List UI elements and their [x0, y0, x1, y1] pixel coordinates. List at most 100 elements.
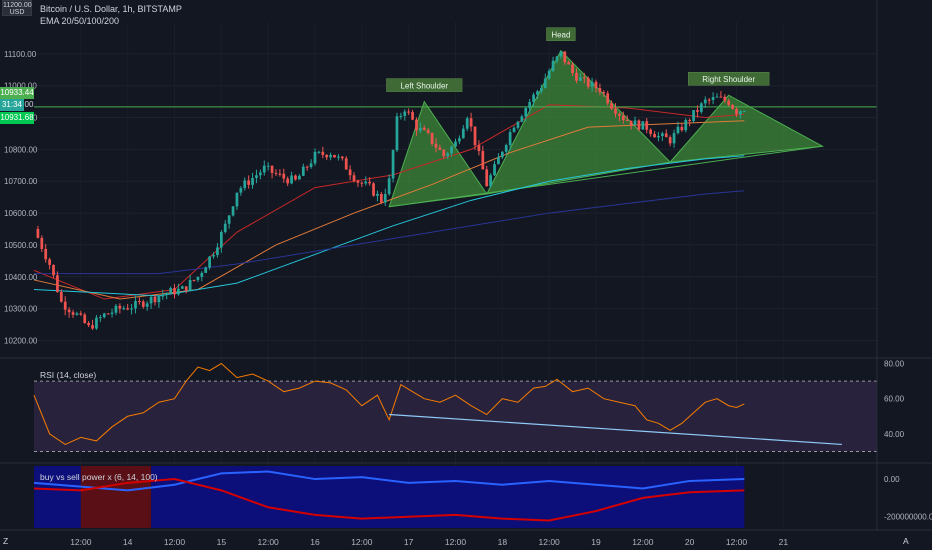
candle-down [629, 120, 633, 126]
candle-down [731, 104, 734, 109]
rsi-tick-label: 40.00 [884, 430, 905, 439]
candle-up [212, 255, 215, 257]
candle-up [739, 111, 742, 115]
grid [34, 22, 877, 528]
rsi-tick-label: 60.00 [884, 395, 905, 404]
rsi-line [33, 362, 745, 445]
candle-up [383, 194, 387, 203]
price-tick-label: 10400.00 [4, 273, 38, 282]
candle-down [575, 72, 578, 81]
annotation-right-shoulder: Right Shoulder [702, 75, 755, 84]
candle-down [434, 143, 438, 148]
currency-box[interactable]: 11200.00 USD [2, 0, 32, 16]
candle-up [266, 165, 270, 167]
candle-up [149, 296, 153, 304]
candle-up [489, 175, 492, 187]
power-line-buy [33, 470, 745, 492]
candle-up [243, 180, 247, 189]
candle-down [688, 120, 692, 122]
candle-up [500, 151, 504, 158]
timezone-icon[interactable]: Z [3, 536, 9, 546]
candle-down [727, 100, 731, 105]
candle-down [192, 279, 196, 281]
candle-down [138, 300, 141, 302]
candle-down [67, 309, 71, 313]
candle-up [660, 133, 664, 137]
power-pane [33, 466, 745, 528]
candle-up [465, 118, 469, 129]
candle-down [247, 180, 251, 185]
candle-down [485, 169, 489, 187]
candle-down [735, 108, 738, 115]
candle-down [368, 181, 372, 184]
candle-down [184, 286, 188, 291]
candle-down [141, 301, 145, 307]
candle-down [723, 96, 727, 101]
power-background-sell [80, 466, 152, 528]
candle-up [524, 108, 528, 117]
candle-up [504, 145, 508, 152]
rsi-label[interactable]: RSI (14, close) [40, 370, 97, 380]
candle-down [333, 154, 336, 158]
candle-up [579, 77, 582, 81]
candle-down [173, 288, 176, 295]
candle-up [298, 175, 301, 180]
candle-up [169, 288, 172, 293]
candle-down [426, 129, 430, 133]
candle-up [692, 110, 695, 121]
candle-up [317, 151, 321, 153]
candle-down [106, 313, 110, 315]
candle-down [118, 305, 122, 309]
time-tick-label: 14 [123, 537, 133, 547]
candle-down [668, 137, 672, 144]
price-tick-label: 10700.00 [4, 177, 38, 186]
power-line-sell [33, 478, 745, 522]
ema-lines [33, 104, 877, 300]
candle-down [48, 259, 51, 265]
price-tick-label: 10500.00 [4, 241, 38, 250]
currency-label: USD [9, 9, 25, 16]
power-background-buy [34, 466, 81, 528]
candle-down [649, 129, 653, 134]
candle-up [543, 78, 547, 89]
candle-up [337, 156, 340, 158]
candle-down [126, 308, 130, 310]
candle-down [52, 264, 55, 276]
candle-up [391, 150, 395, 179]
candle-down [645, 121, 649, 130]
candle-up [329, 154, 332, 158]
time-tick-label: 12:00 [445, 537, 467, 547]
price-tick-label: 11100.00 [4, 50, 37, 59]
candle-down [79, 313, 83, 315]
time-tick-label: 12:00 [258, 537, 280, 547]
candle-down [606, 93, 610, 104]
time-tick-label: 12:00 [351, 537, 373, 547]
candle-down [442, 149, 446, 157]
symbol-title: Bitcoin / U.S. Dollar, 1h, BITSTAMP [40, 4, 182, 14]
indicator-title[interactable]: EMA 20/50/100/200 [40, 16, 120, 26]
power-label[interactable]: buy vs sell power x (6, 14, 100) [40, 472, 158, 482]
candle-up [364, 181, 368, 184]
rsi-trendline [389, 413, 842, 446]
rsi-pane [33, 362, 877, 452]
candle-up [262, 165, 266, 173]
candle-down [372, 183, 375, 196]
price-tick-label: 10600.00 [4, 209, 38, 218]
candle-down [340, 156, 344, 159]
candle-up [219, 232, 223, 248]
candle-down [473, 126, 477, 146]
candle-down [379, 193, 383, 203]
candle-down [618, 113, 621, 116]
head-shoulders-pattern[interactable]: Left Shoulder Head Right Shoulder [386, 27, 825, 208]
candle-up [290, 175, 293, 184]
ema-line-ema200 [34, 190, 745, 275]
ema-line-ema100 [33, 155, 745, 297]
auto-scale-icon[interactable]: A [903, 536, 909, 546]
candle-down [477, 145, 481, 152]
candle-down [469, 118, 473, 127]
candle-down [294, 175, 297, 180]
candle-down [91, 325, 94, 329]
power-tick-label: 0.00 [884, 475, 900, 484]
candle-up [742, 111, 746, 113]
